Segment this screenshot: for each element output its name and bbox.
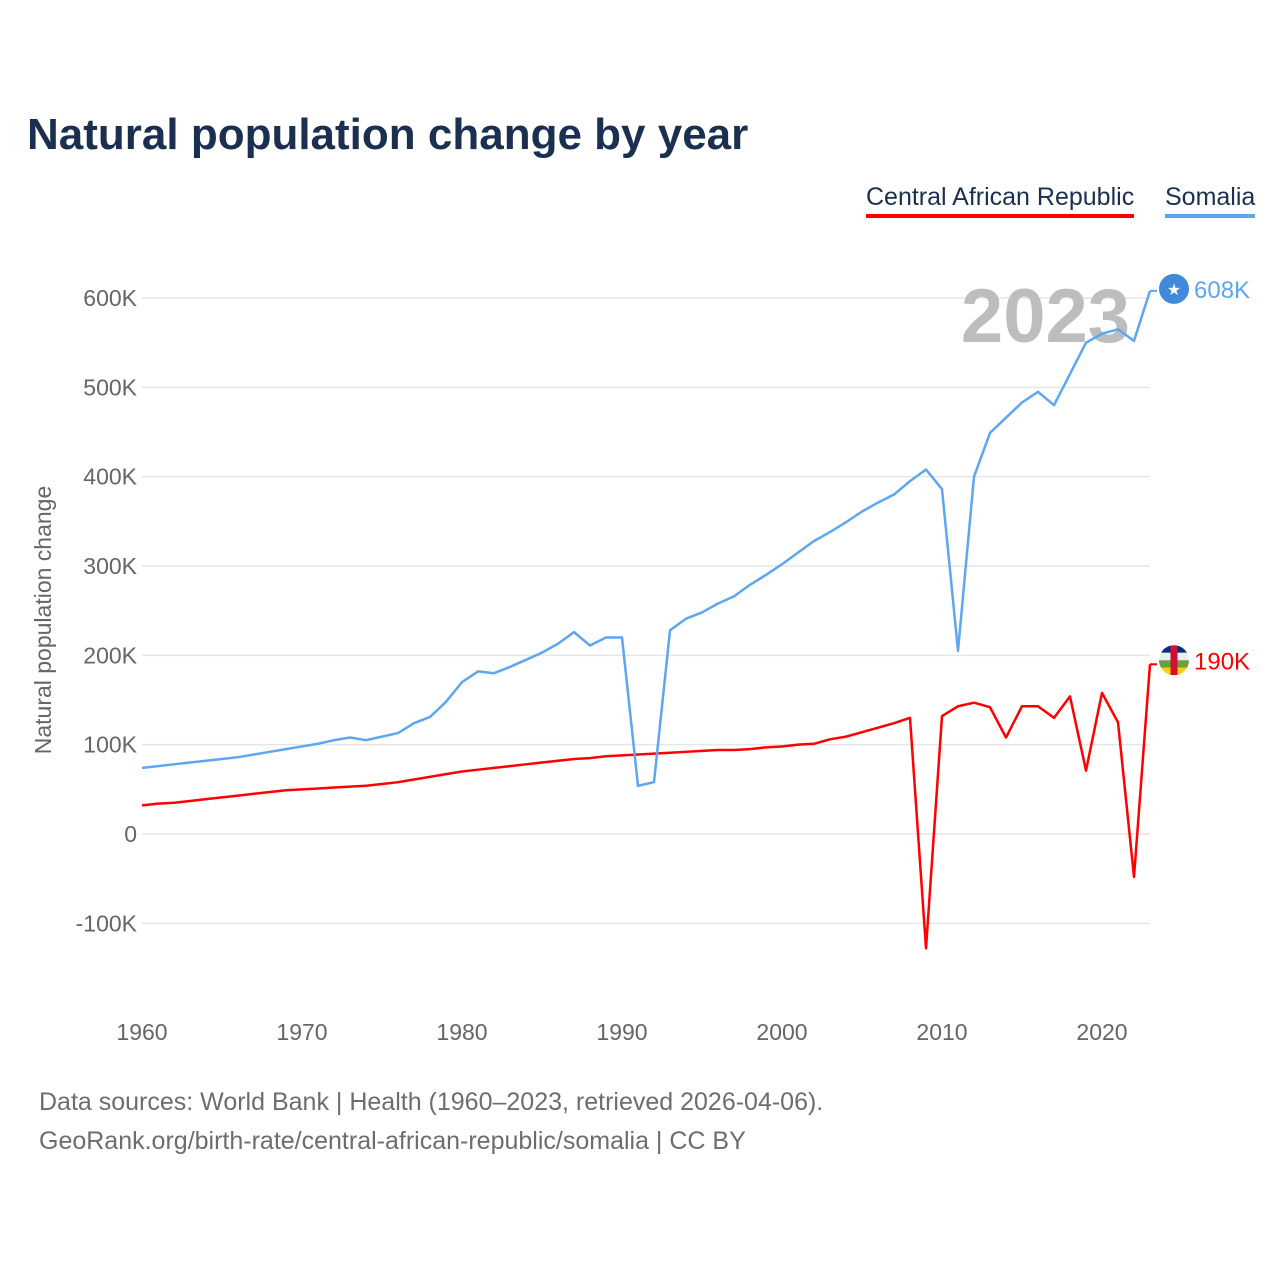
chart-title: Natural population change by year [27,110,749,159]
y-axis-label: Natural population change [30,486,56,755]
y-tick-label: 600K [83,285,137,311]
x-tick-label: 1980 [436,1019,487,1045]
x-tick-label: 1970 [276,1019,327,1045]
flag-vertical-band [1170,645,1178,676]
somalia-flag-icon [1159,273,1189,304]
legend-central-african-republic[interactable]: Central African Republic [866,183,1135,218]
y-tick-label: -100K [76,910,138,936]
legend-somalia[interactable]: Somalia [1165,183,1256,218]
y-tick-label: 500K [83,374,137,400]
footer-link[interactable]: GeoRank.org/birth-rate/central-african-r… [39,1127,746,1155]
series-line-central-african-republic [141,664,1152,950]
y-tick-label: 200K [83,642,137,668]
x-tick-label: 2010 [916,1019,967,1045]
star-icon: ★ [1167,282,1181,299]
y-tick-label: 100K [83,732,137,758]
y-tick-label: 400K [83,464,137,490]
end-value-label: 608K [1194,277,1250,304]
x-tick-label: 1990 [596,1019,647,1045]
central-african-republic-flag-icon [1159,645,1189,676]
x-tick-label: 1960 [116,1019,167,1045]
x-tick-label: 2020 [1076,1019,1127,1045]
x-tick-label: 2000 [756,1019,807,1045]
end-value-label: 190K [1194,648,1250,675]
series-line-somalia [141,290,1152,788]
year-watermark: 2023 [961,274,1130,359]
y-tick-label: 300K [83,553,137,579]
y-tick-label: 0 [124,821,137,847]
footer-sources: Data sources: World Bank | Health (1960–… [39,1088,824,1116]
